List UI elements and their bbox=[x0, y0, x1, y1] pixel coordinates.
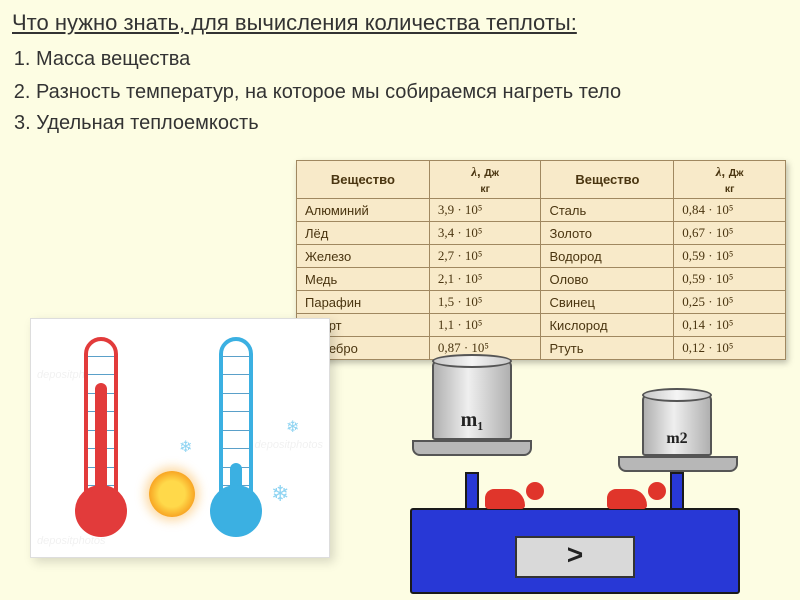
specific-heat-table: Вещество λ, Джкг Вещество λ, Джкг Алюмин… bbox=[296, 160, 786, 360]
thermometer-bulb bbox=[210, 485, 262, 537]
cell: 0,67 · 10⁵ bbox=[674, 222, 786, 245]
scale-post-right bbox=[670, 472, 684, 510]
cell: 2,1 · 10⁵ bbox=[429, 268, 541, 291]
cell: 0,59 · 10⁵ bbox=[674, 245, 786, 268]
cell: Свинец bbox=[541, 291, 674, 314]
scale-post-left bbox=[465, 472, 479, 510]
snowflake-icon: ❄ bbox=[286, 417, 299, 437]
requirements-list: Масса вещества Разность температур, на к… bbox=[36, 46, 800, 106]
table-row: Спирт1,1 · 10⁵Кислород0,14 · 10⁵ bbox=[297, 314, 786, 337]
cylinder-top bbox=[432, 354, 512, 368]
scale-pan-right bbox=[618, 456, 738, 472]
cylinder-top bbox=[642, 388, 712, 402]
cell: Алюминий bbox=[297, 199, 430, 222]
balance-scale-image: > m₁ m2 bbox=[380, 358, 770, 594]
mass-label-m2: m2 bbox=[666, 430, 687, 454]
cell: 1,5 · 10⁵ bbox=[429, 291, 541, 314]
cell: 0,59 · 10⁵ bbox=[674, 268, 786, 291]
table-row: Медь2,1 · 10⁵Олово0,59 · 10⁵ bbox=[297, 268, 786, 291]
table-row: Парафин1,5 · 10⁵Свинец0,25 · 10⁵ bbox=[297, 291, 786, 314]
thermometer-hot bbox=[71, 337, 131, 537]
col-substance: Вещество bbox=[541, 161, 674, 199]
cell: 3,9 · 10⁵ bbox=[429, 199, 541, 222]
sun-icon bbox=[149, 471, 195, 517]
col-lambda: λ, Джкг bbox=[674, 161, 786, 199]
cell: 0,84 · 10⁵ bbox=[674, 199, 786, 222]
scale-base: > bbox=[410, 508, 740, 594]
cell: 0,12 · 10⁵ bbox=[674, 337, 786, 360]
cell: 0,25 · 10⁵ bbox=[674, 291, 786, 314]
scale-pan-left bbox=[412, 440, 532, 456]
thermometers-image: depositphotos depositphotos depositphoto… bbox=[30, 318, 330, 558]
thermometer-cold bbox=[206, 337, 266, 537]
cell: Золото bbox=[541, 222, 674, 245]
list-item: Разность температур, на которое мы собир… bbox=[36, 79, 800, 106]
col-substance: Вещество bbox=[297, 161, 430, 199]
mass-label-m1: m₁ bbox=[461, 409, 484, 438]
table-row: Алюминий3,9 · 10⁵Сталь0,84 · 10⁵ bbox=[297, 199, 786, 222]
cell: Медь bbox=[297, 268, 430, 291]
cell: Олово bbox=[541, 268, 674, 291]
list-item-3: 3. Удельная теплоемкость bbox=[14, 112, 800, 135]
col-lambda: λ, Джкг bbox=[429, 161, 541, 199]
cell: Кислород bbox=[541, 314, 674, 337]
table-row: Лёд3,4 · 10⁵Золото0,67 · 10⁵ bbox=[297, 222, 786, 245]
snowflake-icon: ❄ bbox=[271, 481, 289, 507]
table-row: Серебро0,87 · 10⁵Ртуть0,12 · 10⁵ bbox=[297, 337, 786, 360]
heat-table-container: Вещество λ, Джкг Вещество λ, Джкг Алюмин… bbox=[296, 160, 786, 360]
cell: 1,1 · 10⁵ bbox=[429, 314, 541, 337]
cell: Сталь bbox=[541, 199, 674, 222]
snowflake-icon: ❄ bbox=[179, 437, 192, 457]
bird-icon bbox=[602, 476, 668, 514]
cylinder-m1: m₁ bbox=[432, 360, 512, 440]
cell: 3,4 · 10⁵ bbox=[429, 222, 541, 245]
list-item: Масса вещества bbox=[36, 46, 800, 73]
scale-display: > bbox=[515, 536, 635, 578]
table-header-row: Вещество λ, Джкг Вещество λ, Джкг bbox=[297, 161, 786, 199]
cell: 0,14 · 10⁵ bbox=[674, 314, 786, 337]
page-title: Что нужно знать, для вычисления количест… bbox=[0, 0, 800, 36]
cell: 2,7 · 10⁵ bbox=[429, 245, 541, 268]
cell: Водород bbox=[541, 245, 674, 268]
bird-icon bbox=[480, 476, 546, 514]
cylinder-m2: m2 bbox=[642, 394, 712, 456]
thermometer-bulb bbox=[75, 485, 127, 537]
cell: Лёд bbox=[297, 222, 430, 245]
cell: Железо bbox=[297, 245, 430, 268]
table-body: Алюминий3,9 · 10⁵Сталь0,84 · 10⁵ Лёд3,4 … bbox=[297, 199, 786, 360]
thermometer-fill bbox=[95, 383, 107, 493]
table-row: Железо2,7 · 10⁵Водород0,59 · 10⁵ bbox=[297, 245, 786, 268]
cell: Ртуть bbox=[541, 337, 674, 360]
cell: Парафин bbox=[297, 291, 430, 314]
